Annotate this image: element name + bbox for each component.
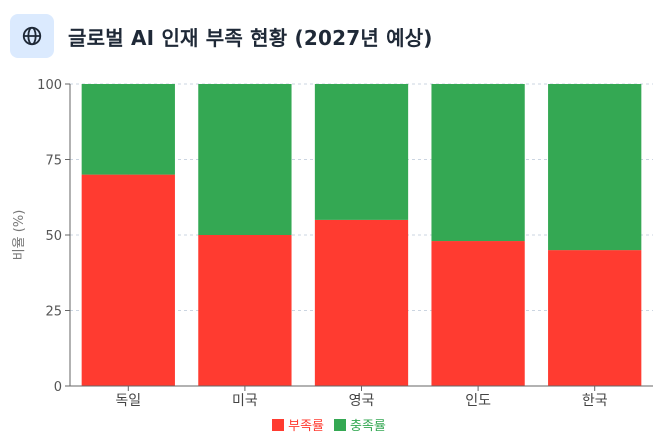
bar-shortage-2 (314, 219, 409, 386)
y-axis-label: 비율 (%) (12, 210, 27, 261)
bar-shortage-0 (81, 174, 175, 386)
x-tick-label: 한국 (582, 393, 608, 409)
y-tick-label: 50 (45, 229, 62, 244)
legend-item-fulfillment: 충족률 (334, 415, 386, 434)
legend-swatch-fulfillment (334, 418, 346, 431)
y-tick-label: 0 (54, 380, 62, 395)
x-tick-label: 영국 (349, 393, 375, 409)
x-tick-label: 인도 (465, 393, 491, 409)
bar-fulfillment-4 (548, 84, 642, 251)
y-tick-label: 75 (45, 154, 62, 169)
bar-shortage-1 (198, 235, 292, 386)
bar-fulfillment-3 (431, 84, 525, 242)
legend-label-shortage: 부족률 (288, 419, 324, 434)
x-tick-label: 독일 (115, 393, 141, 409)
legend-swatch-shortage (272, 418, 285, 431)
chart-title: 글로벌 AI 인재 부족 현황 (2027년 예상) (68, 25, 433, 50)
bar-shortage-4 (548, 250, 642, 386)
bar-fulfillment-1 (198, 84, 292, 235)
chart-header: 글로벌 AI 인재 부족 현황 (2027년 예상) (10, 13, 433, 59)
x-tick-label: 미국 (232, 393, 258, 409)
globe-icon (10, 14, 54, 58)
bar-fulfillment-0 (81, 84, 175, 175)
legend-label-fulfillment: 충족률 (350, 419, 386, 434)
y-tick-label: 100 (37, 78, 62, 93)
bar-fulfillment-2 (314, 84, 409, 220)
legend-item-shortage: 부족률 (272, 415, 324, 434)
chart-legend: 부족률 충족률 (0, 415, 658, 434)
bar-shortage-3 (431, 241, 525, 386)
y-tick-label: 25 (45, 305, 62, 320)
